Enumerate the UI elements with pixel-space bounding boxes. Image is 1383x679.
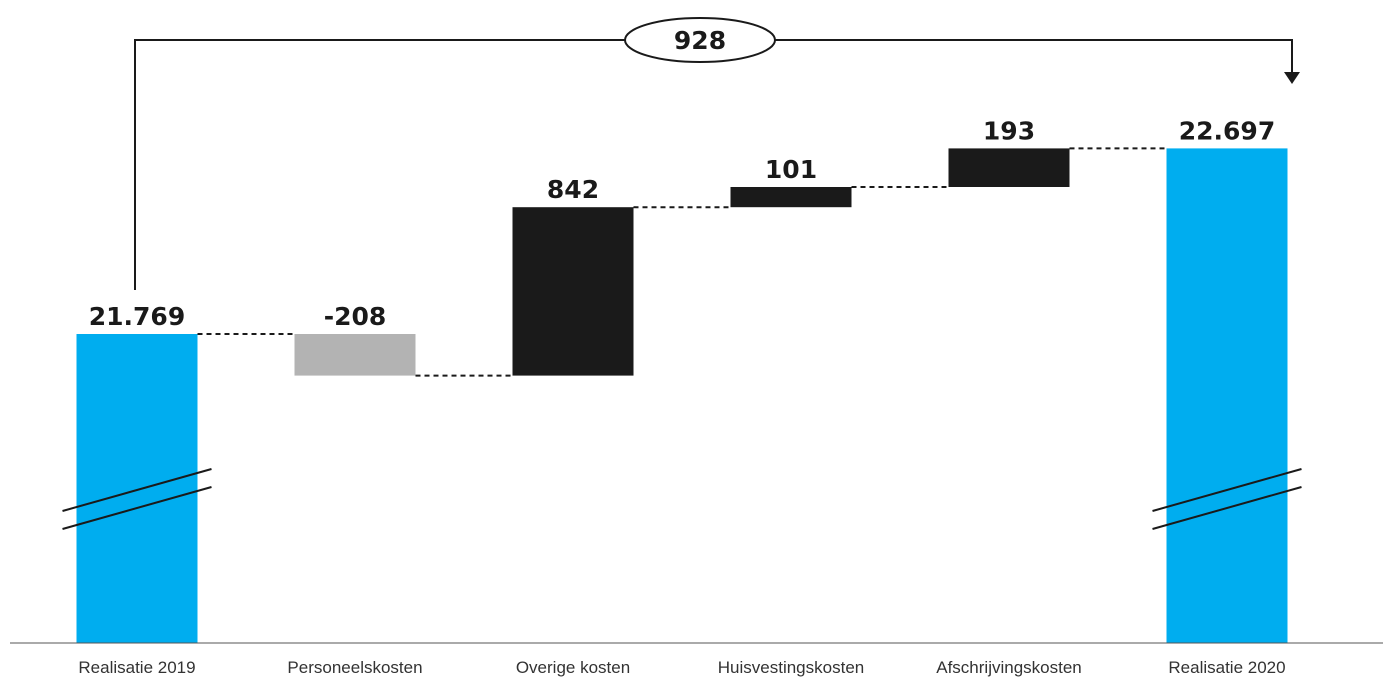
axis-break-mark [1152, 486, 1302, 530]
axis-break-mark [1152, 468, 1302, 512]
bar-realisatie-2020 [1166, 148, 1288, 643]
bar-overige-kosten [512, 207, 634, 376]
value-label: 22.697 [1179, 116, 1275, 145]
value-label: 101 [765, 155, 817, 184]
bar-afschrijvingskosten [948, 148, 1070, 187]
category-labels-layer: Realisatie 2019 Personeelskosten Overige k… [78, 658, 1285, 677]
total-change-bracket: 928 [134, 17, 1300, 290]
category-label: Overige kosten [516, 658, 630, 677]
total-change-arrow-icon [1284, 72, 1300, 84]
bar-personeelskosten [294, 334, 416, 376]
bar-huisvestingskosten [730, 187, 852, 208]
value-label: 842 [547, 175, 599, 204]
category-label: Huisvestingskosten [718, 658, 864, 677]
value-label: 21.769 [89, 302, 185, 331]
total-change-bracket-line [134, 39, 1293, 290]
category-label: Personeelskosten [287, 658, 422, 677]
category-label: Realisatie 2020 [1168, 658, 1285, 677]
axis-breaks-layer [62, 468, 1302, 530]
total-change-label: 928 [674, 26, 726, 55]
axis-break-mark [62, 468, 212, 512]
category-label: Afschrijvingskosten [936, 658, 1082, 677]
total-change-ellipse [624, 17, 776, 63]
axis-break-mark [62, 486, 212, 530]
connectors-layer [197, 147, 1167, 377]
bars-layer [76, 148, 1288, 643]
value-labels-layer: 21.769 -208 842 101 193 22.697 [89, 116, 1275, 331]
value-label: -208 [324, 302, 387, 331]
value-label: 193 [983, 116, 1035, 145]
category-label: Realisatie 2019 [78, 658, 195, 677]
bar-realisatie-2019 [76, 334, 198, 643]
